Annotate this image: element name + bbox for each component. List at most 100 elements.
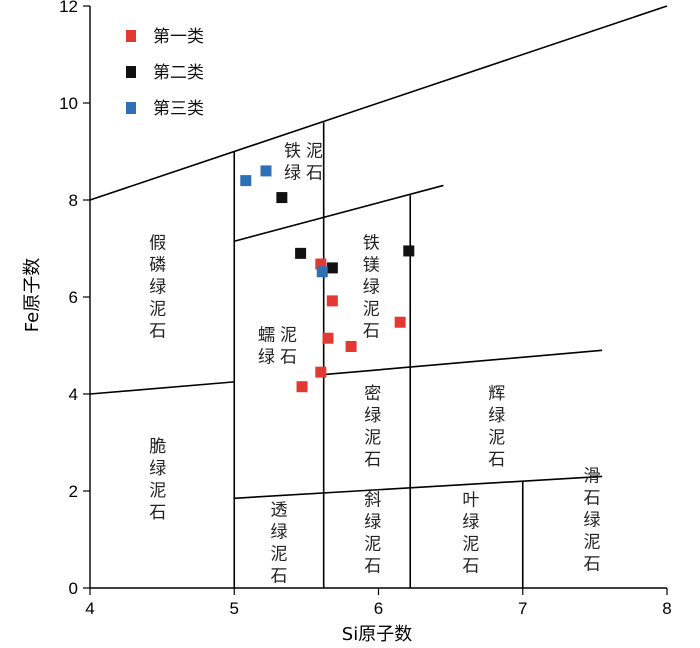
field-label-char: 泥 — [583, 532, 600, 552]
field-label-char: 石 — [364, 557, 381, 577]
legend-label: 第二类 — [153, 63, 204, 83]
field-label-char: 石 — [149, 322, 166, 342]
x-tick-label: 8 — [662, 599, 671, 618]
legend-label: 第三类 — [153, 99, 204, 119]
field-boundaries — [89, 5, 668, 588]
y-tick-label: 8 — [69, 191, 78, 210]
field-label-char: 石 — [149, 503, 166, 523]
field-label-char: 铁 — [363, 234, 380, 254]
y-tick-label: 4 — [69, 385, 78, 404]
field-label-char: 绿 — [364, 513, 381, 533]
y-tick-label: 12 — [59, 0, 78, 16]
field-label-char: 辉 — [488, 384, 505, 404]
data-point — [315, 366, 327, 378]
field-label-char: 绿 — [462, 513, 479, 533]
data-point — [345, 340, 357, 352]
field-label-char: 石 — [363, 322, 380, 342]
data-point — [296, 381, 308, 393]
data-point — [240, 175, 252, 187]
field-label-char: 滑 — [583, 466, 600, 486]
x-tick-label: 5 — [230, 599, 239, 618]
field-label-char: 假 — [149, 234, 166, 254]
field-label-char: 泥 — [363, 300, 380, 320]
field-label-char: 绿 — [363, 278, 380, 298]
field-label-char: 石 — [583, 554, 600, 574]
x-tick-label: 7 — [518, 599, 527, 618]
field-label-char: 脆 — [149, 437, 166, 457]
data-point — [276, 192, 288, 204]
legend-swatch — [126, 102, 136, 114]
field-label-char: 密 — [364, 384, 381, 404]
field-label-char: 蠕 — [258, 326, 275, 346]
field-label-char: 石 — [488, 450, 505, 470]
field-label-char: 绿 — [364, 406, 381, 426]
boundary-line — [323, 349, 603, 376]
field-label-char: 泥 — [280, 326, 297, 346]
field-label-char: 叶 — [462, 491, 479, 511]
field-label-char: 绿 — [149, 278, 166, 298]
boundary-line — [89, 5, 668, 201]
data-point — [322, 332, 334, 344]
field-label-char: 石 — [280, 348, 297, 368]
y-tick-label: 6 — [69, 288, 78, 307]
field-label-char: 泥 — [462, 535, 479, 555]
field-label-char: 泥 — [270, 544, 287, 564]
field-label-char: 绿 — [270, 522, 287, 542]
field-label-char: 绿 — [284, 163, 301, 183]
axes: 4 5 6 7 8 0 2 4 6 8 10 12 — [59, 0, 672, 618]
legend-swatch — [126, 30, 136, 42]
field-label-char: 斜 — [364, 491, 381, 511]
field-label-char: 镁 — [363, 256, 380, 276]
data-point — [326, 262, 338, 274]
field-label-char: 泥 — [364, 428, 381, 448]
field-label-char: 透 — [270, 500, 287, 520]
field-label-char: 石 — [583, 488, 600, 508]
data-point — [260, 165, 272, 177]
field-label-char: 绿 — [149, 459, 166, 479]
legend-label: 第一类 — [153, 27, 204, 47]
field-label-char: 泥 — [149, 300, 166, 320]
data-point — [403, 245, 415, 257]
data-point — [315, 258, 327, 270]
y-tick-label: 0 — [69, 579, 78, 598]
field-label-char: 石 — [270, 566, 287, 586]
data-points — [240, 165, 415, 393]
y-tick-label: 2 — [69, 482, 78, 501]
field-label-char: 绿 — [488, 406, 505, 426]
field-label-char: 石 — [306, 163, 323, 183]
field-label-char: 绿 — [583, 510, 600, 530]
x-axis-title: Si原子数 — [342, 624, 412, 645]
field-label-char: 泥 — [488, 428, 505, 448]
field-label-char: 铁 — [284, 141, 301, 161]
field-label-char: 泥 — [149, 481, 166, 501]
field-label-char: 石 — [462, 557, 479, 577]
y-tick-label: 10 — [59, 94, 78, 113]
y-axis-title: Fe原子数 — [22, 258, 43, 332]
boundary-line — [89, 381, 235, 395]
field-label-char: 泥 — [306, 141, 323, 161]
field-label-char: 石 — [364, 450, 381, 470]
data-point — [394, 316, 406, 328]
x-tick-label: 4 — [85, 599, 94, 618]
field-label-char: 泥 — [364, 535, 381, 555]
boundary-line — [234, 475, 603, 500]
data-point — [316, 266, 328, 278]
data-point — [295, 247, 307, 259]
data-point — [326, 295, 338, 307]
field-label-char: 绿 — [258, 348, 275, 368]
boundary-line — [234, 184, 444, 242]
legend-swatch — [126, 66, 136, 78]
